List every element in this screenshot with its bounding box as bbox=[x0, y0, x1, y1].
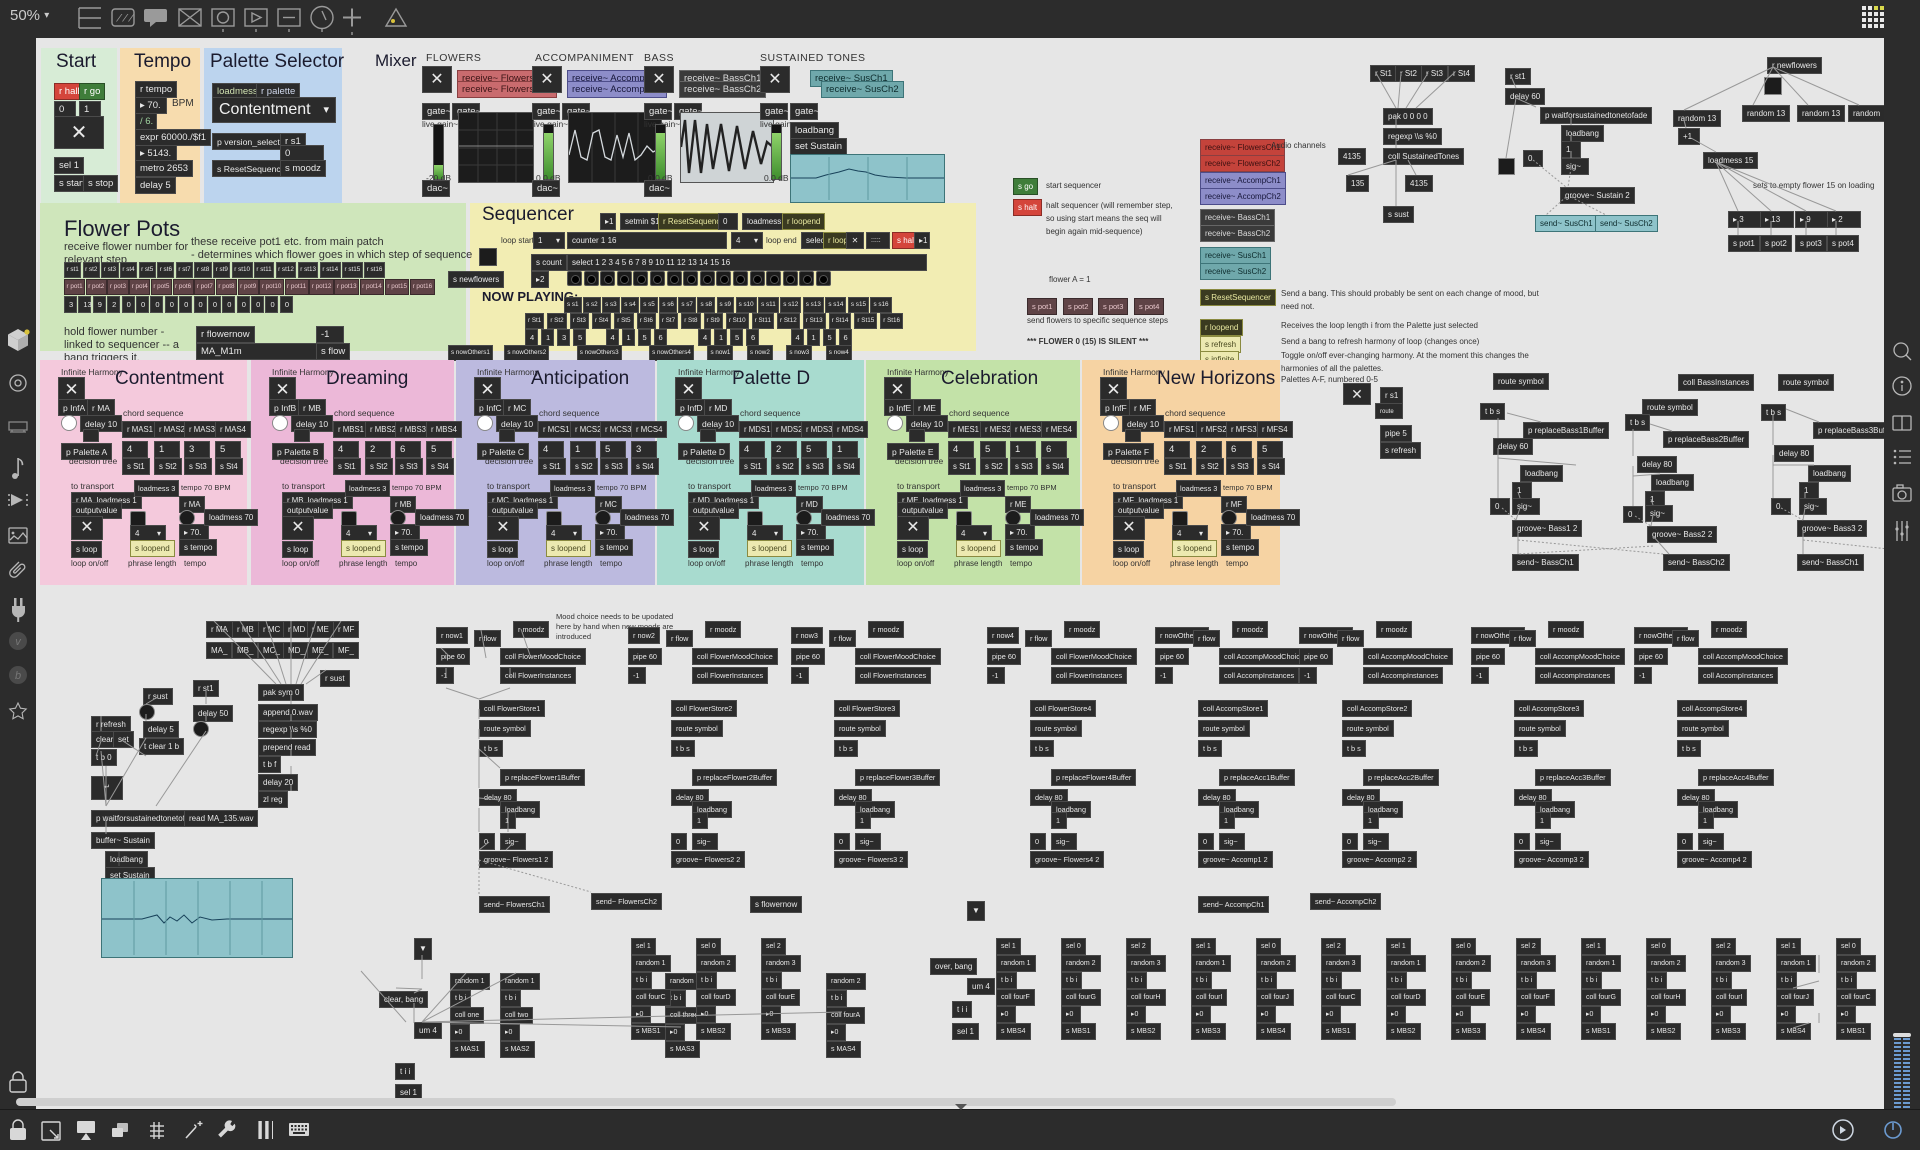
svg-text:///: /// bbox=[116, 14, 135, 26]
svg-text:b: b bbox=[15, 670, 21, 682]
